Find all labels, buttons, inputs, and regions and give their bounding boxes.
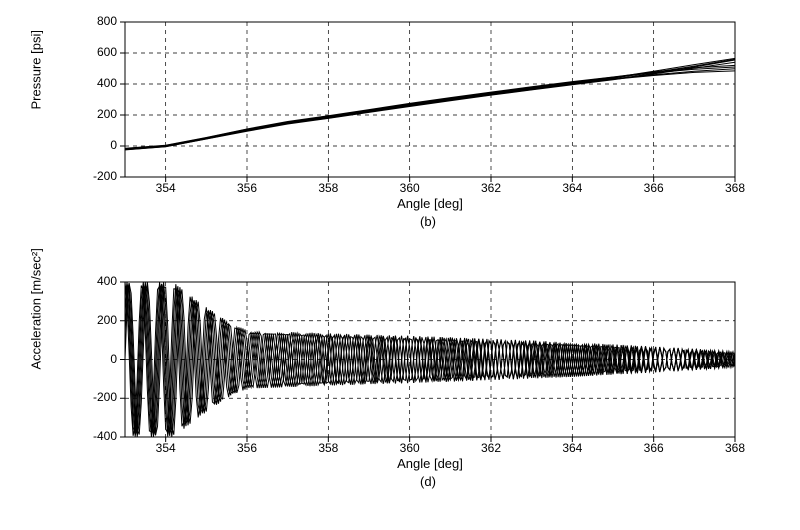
- acceleration-plot-box: 354356358360362364366368-400-2000200400: [125, 282, 735, 437]
- acceleration-xlabel: Angle [deg]: [380, 456, 480, 471]
- ytick-label: 200: [77, 313, 117, 327]
- xtick-label: 354: [151, 181, 181, 195]
- pressure-plot-box: 354356358360362364366368-200020040060080…: [125, 22, 735, 177]
- xtick-label: 368: [720, 181, 750, 195]
- ytick-label: 400: [77, 274, 117, 288]
- xtick-label: 362: [476, 441, 506, 455]
- pressure-ylabel: Pressure [psi]: [29, 90, 44, 110]
- ytick-label: 800: [77, 14, 117, 28]
- acceleration-chart-area: Acceleration [m/sec²] 354356358360362364…: [0, 260, 800, 530]
- xtick-label: 364: [557, 441, 587, 455]
- xtick-label: 366: [639, 181, 669, 195]
- xtick-label: 368: [720, 441, 750, 455]
- xtick-label: 366: [639, 441, 669, 455]
- ytick-label: -400: [77, 429, 117, 443]
- ytick-label: -200: [77, 169, 117, 183]
- xtick-label: 356: [232, 181, 262, 195]
- pressure-chart-area: Pressure [psi] 354356358360362364366368-…: [0, 0, 800, 260]
- xtick-label: 362: [476, 181, 506, 195]
- acceleration-ylabel: Acceleration [m/sec²]: [29, 350, 44, 370]
- xtick-label: 358: [313, 181, 343, 195]
- ytick-label: 0: [77, 138, 117, 152]
- ytick-label: 200: [77, 107, 117, 121]
- xtick-label: 354: [151, 441, 181, 455]
- xtick-label: 356: [232, 441, 262, 455]
- ytick-label: -200: [77, 390, 117, 404]
- ytick-label: 600: [77, 45, 117, 59]
- xtick-label: 358: [313, 441, 343, 455]
- xtick-label: 364: [557, 181, 587, 195]
- ytick-label: 400: [77, 76, 117, 90]
- pressure-xlabel: Angle [deg]: [380, 196, 480, 211]
- acceleration-subplot-label: (d): [418, 474, 438, 489]
- xtick-label: 360: [395, 441, 425, 455]
- pressure-subplot-label: (b): [418, 214, 438, 229]
- xtick-label: 360: [395, 181, 425, 195]
- ytick-label: 0: [77, 352, 117, 366]
